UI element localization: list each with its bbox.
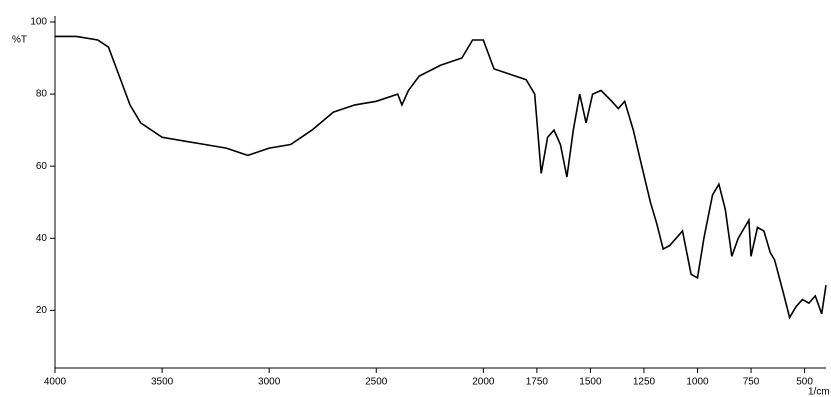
x-tick-label: 1500 bbox=[579, 377, 602, 388]
y-axis-label: %T bbox=[12, 35, 27, 46]
x-tick-label: 3000 bbox=[258, 377, 281, 388]
x-tick-label: 1750 bbox=[526, 377, 549, 388]
x-tick-label: 4000 bbox=[44, 377, 67, 388]
y-tick-label: 80 bbox=[36, 89, 48, 100]
y-tick-label: 40 bbox=[36, 233, 48, 244]
x-tick-label: 2000 bbox=[472, 377, 495, 388]
x-tick-label: 1250 bbox=[633, 377, 656, 388]
x-tick-label: 3500 bbox=[151, 377, 174, 388]
x-tick-label: 2500 bbox=[365, 377, 388, 388]
y-tick-label: 20 bbox=[36, 305, 48, 316]
x-tick-label: 500 bbox=[796, 377, 813, 388]
spectrum-line bbox=[55, 35, 827, 320]
y-tick-label: 100 bbox=[30, 17, 47, 28]
y-tick-label: 60 bbox=[36, 161, 48, 172]
x-axis-label: 1/cm bbox=[808, 387, 830, 397]
x-tick-label: 750 bbox=[743, 377, 760, 388]
x-tick-label: 1000 bbox=[686, 377, 709, 388]
